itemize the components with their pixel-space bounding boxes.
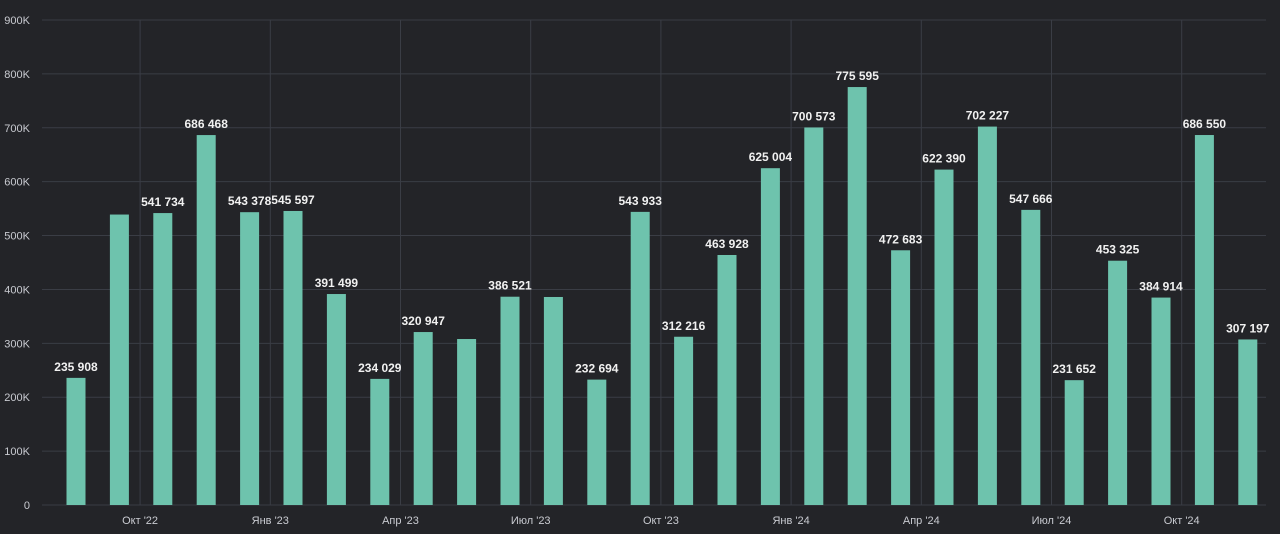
data-label: 622 390 bbox=[922, 152, 966, 166]
data-label: 391 499 bbox=[315, 276, 359, 290]
data-label: 686 468 bbox=[185, 117, 229, 131]
data-label: 543 378 bbox=[228, 194, 272, 208]
bar[interactable] bbox=[66, 377, 86, 505]
y-tick-label: 600K bbox=[4, 177, 30, 189]
bar[interactable] bbox=[500, 296, 520, 505]
bar[interactable] bbox=[717, 254, 737, 505]
x-tick-label: Окт '24 bbox=[1164, 515, 1200, 527]
y-tick-label: 800K bbox=[4, 69, 30, 81]
data-label: 235 908 bbox=[54, 360, 98, 374]
bar[interactable] bbox=[847, 87, 867, 506]
y-tick-label: 900K bbox=[4, 15, 30, 27]
data-label: 702 227 bbox=[966, 109, 1010, 123]
bar[interactable] bbox=[153, 213, 173, 506]
data-label: 386 521 bbox=[488, 279, 532, 293]
bar[interactable] bbox=[934, 169, 954, 505]
bar[interactable] bbox=[457, 339, 477, 505]
data-label: 231 652 bbox=[1053, 362, 1097, 376]
y-tick-label: 200K bbox=[4, 392, 30, 404]
data-label: 541 734 bbox=[141, 195, 185, 209]
bar[interactable] bbox=[674, 336, 694, 505]
data-label: 625 004 bbox=[749, 150, 793, 164]
bar[interactable] bbox=[1151, 297, 1171, 505]
bar[interactable] bbox=[1108, 260, 1128, 505]
y-tick-label: 0 bbox=[24, 500, 30, 512]
bar[interactable] bbox=[283, 210, 303, 506]
data-label: 232 694 bbox=[575, 362, 619, 376]
data-label: 384 914 bbox=[1139, 280, 1183, 294]
data-label: 234 029 bbox=[358, 361, 402, 375]
bar[interactable] bbox=[760, 168, 780, 505]
bar[interactable] bbox=[370, 378, 390, 505]
bar[interactable] bbox=[1064, 380, 1084, 505]
x-tick-label: Янв '24 bbox=[772, 515, 809, 527]
y-tick-label: 700K bbox=[4, 123, 30, 135]
y-tick-label: 300K bbox=[4, 338, 30, 350]
data-label: 453 325 bbox=[1096, 243, 1140, 257]
data-label: 312 216 bbox=[662, 319, 706, 333]
y-tick-label: 500K bbox=[4, 231, 30, 243]
x-tick-label: Апр '23 bbox=[382, 515, 419, 527]
x-tick-label: Окт '23 bbox=[643, 515, 679, 527]
data-label: 543 933 bbox=[619, 194, 663, 208]
bar[interactable] bbox=[109, 214, 129, 506]
bar[interactable] bbox=[196, 135, 216, 506]
data-label: 547 666 bbox=[1009, 192, 1053, 206]
y-tick-label: 400K bbox=[4, 284, 30, 296]
bar[interactable] bbox=[1021, 209, 1041, 505]
data-label: 686 550 bbox=[1183, 117, 1227, 131]
x-tick-label: Окт '22 bbox=[122, 515, 158, 527]
bar[interactable] bbox=[804, 127, 824, 505]
x-tick-label: Июл '23 bbox=[511, 515, 551, 527]
data-label: 545 597 bbox=[271, 193, 315, 207]
bar[interactable] bbox=[413, 332, 433, 505]
data-label: 463 928 bbox=[705, 237, 749, 251]
bar[interactable] bbox=[977, 126, 997, 506]
data-label: 700 573 bbox=[792, 109, 836, 123]
bar[interactable] bbox=[543, 296, 563, 505]
x-tick-label: Янв '23 bbox=[252, 515, 289, 527]
bar[interactable] bbox=[240, 212, 260, 505]
bar[interactable] bbox=[891, 250, 911, 505]
bar[interactable] bbox=[326, 294, 346, 505]
data-label: 320 947 bbox=[402, 314, 446, 328]
bar[interactable] bbox=[1194, 135, 1214, 506]
y-tick-label: 100K bbox=[4, 446, 30, 458]
bar[interactable] bbox=[630, 211, 650, 505]
x-tick-label: Апр '24 bbox=[903, 515, 940, 527]
data-label: 775 595 bbox=[836, 69, 880, 83]
x-tick-label: Июл '24 bbox=[1032, 515, 1072, 527]
data-label: 307 197 bbox=[1226, 321, 1270, 335]
bar[interactable] bbox=[1238, 339, 1258, 505]
data-label: 472 683 bbox=[879, 232, 923, 246]
bar[interactable] bbox=[587, 379, 607, 505]
